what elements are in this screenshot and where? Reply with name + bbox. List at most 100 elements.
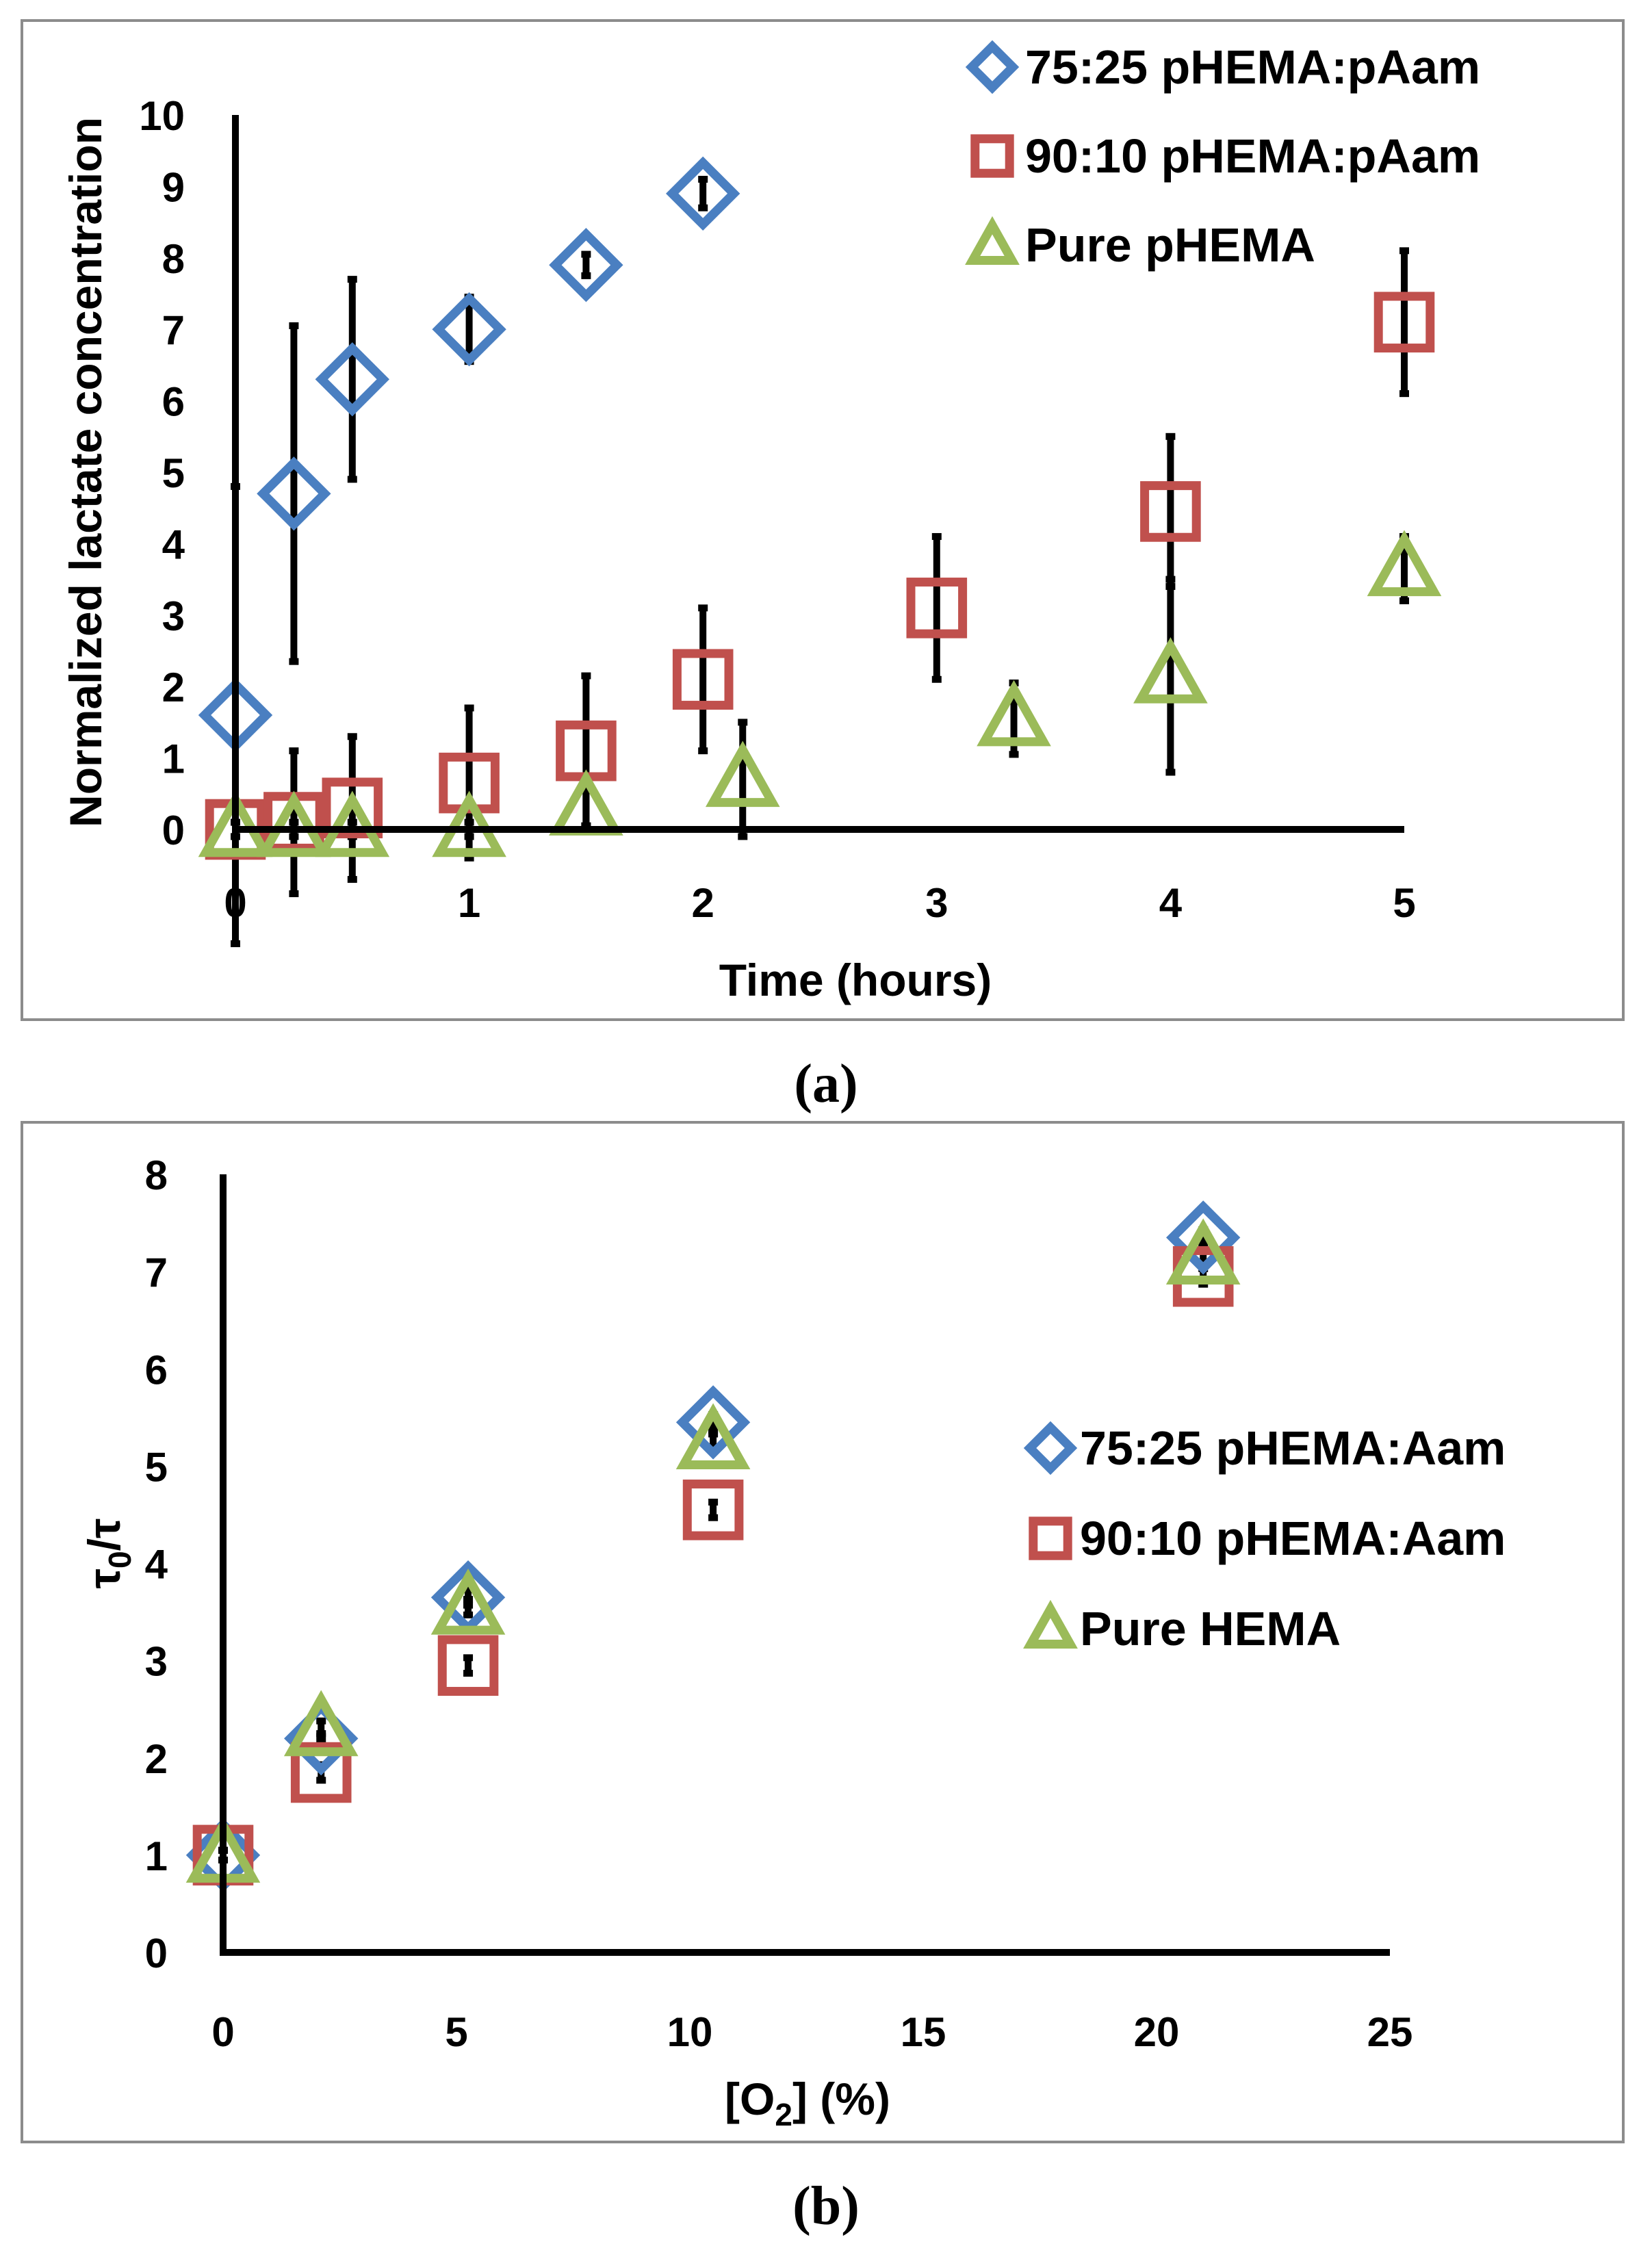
data-point-triangle [1133,637,1208,704]
x-tick-label: 15 [901,2009,946,2055]
error-bar [463,1654,474,1677]
y-tick-label: 1 [162,736,185,782]
x-tick-label: 4 [1159,880,1183,926]
error-bar [1165,433,1176,591]
error-bar [1165,576,1176,776]
x-tick-label: 20 [1134,2009,1180,2055]
legend-a-entry-1: 90:10 pHEMA:pAam [970,129,1480,183]
x-tick-label: 0 [211,2009,234,2055]
x-tick-label: 5 [1393,880,1415,926]
legend-b-label-0: 75:25 pHEMA:Aam [1080,1421,1506,1475]
panel-a-legend: 75:25 pHEMA:pAam 90:10 pHEMA:pAam Pure p… [965,40,1480,272]
data-point-triangle [283,1690,359,1757]
data-point-diamond [257,456,331,531]
legend-a-entry-2: Pure pHEMA [965,216,1315,272]
panel-b-y-title-main: τ [79,1569,129,1588]
y-tick-label: 1 [145,1833,168,1879]
legend-b-entry-0: 75:25 pHEMA:Aam [1023,1421,1506,1475]
x-tick-label: 5 [445,2009,467,2055]
panel-b-x-title-tail: ] (%) [792,2074,890,2124]
y-tick-label: 7 [162,307,185,353]
legend-triangle-marker [965,216,1020,265]
panel-b-legend: 75:25 pHEMA:Aam 90:10 pHEMA:Aam Pure HEM… [1023,1421,1506,1655]
y-tick-label: 10 [139,93,185,139]
legend-square-icon [1029,1516,1072,1560]
y-tick-label: 6 [162,379,185,425]
y-tick-label: 7 [145,1250,168,1295]
x-tick-label: 2 [692,880,714,926]
y-tick-label: 0 [162,808,185,853]
y-tick-label: 8 [145,1152,168,1198]
legend-triangle-icon [1023,1599,1078,1649]
data-point-diamond [549,228,623,302]
error-bar [347,276,357,483]
data-point-triangle [430,1568,506,1635]
legend-a-label-2: Pure pHEMA [1025,218,1315,272]
data-point-square [906,578,968,638]
data-point-triangle [705,740,780,808]
error-bar [581,250,591,279]
legend-square-icon [970,134,1014,178]
panel-b-x-axis-title: [O2] (%) [725,2074,890,2132]
legend-a-label-1: 90:10 pHEMA:pAam [1025,129,1480,183]
y-tick-label: 2 [145,1736,168,1782]
legend-b-label-1: 90:10 pHEMA:Aam [1080,1512,1506,1565]
error-bar [289,322,299,665]
panel-b-y-axis-title: τ0/τ [79,1519,138,1589]
data-point-diamond [315,342,389,417]
x-tick-label: 25 [1367,2009,1413,2055]
error-bar [1399,247,1409,398]
y-tick-label: 4 [145,1542,168,1588]
error-bar [581,786,591,829]
panel-b-tick-labels: 0 5 10 15 20 25 0 1 2 3 4 5 6 7 8 [145,1152,1413,2055]
data-point-square [437,1635,499,1696]
y-tick-label: 4 [162,521,185,567]
panel-b-axes [220,1174,1390,1956]
legend-b-label-2: Pure HEMA [1080,1602,1341,1655]
panel-a-axes [232,115,1404,833]
data-point-square [322,777,383,838]
legend-triangle-icon [965,216,1020,265]
error-bar [931,532,942,683]
panel-b-x-title-sub: 2 [775,2097,792,2132]
data-point-triangle [1165,1218,1241,1285]
panel-b-y-title-tail: /τ [79,1519,129,1551]
y-tick-label: 5 [162,450,185,496]
legend-diamond-icon [1023,1421,1078,1475]
x-tick-label: 10 [667,2009,713,2055]
panel-a-y-axis-title: Normalized lactate concentration [60,117,111,827]
panel-b-x-title-main: [O [725,2074,775,2124]
panel-a-caption: (a) [794,1054,857,1114]
y-tick-label: 9 [162,164,185,210]
error-bar [698,175,708,211]
legend-diamond-marker [965,40,1020,94]
x-tick-label: 1 [458,880,480,926]
legend-square-marker [970,134,1014,178]
data-point-diamond [432,292,506,367]
legend-a-label-0: 75:25 pHEMA:pAam [1025,40,1480,94]
data-point-triangle [977,680,1051,747]
data-point-square [672,649,734,710]
y-tick-label: 0 [145,1931,168,1976]
panel-a-caption-letter: a [812,1054,840,1114]
y-tick-label: 3 [162,593,185,639]
legend-triangle-marker [1023,1599,1078,1649]
legend-a-entry-0: 75:25 pHEMA:pAam [965,40,1480,94]
legend-b-entry-1: 90:10 pHEMA:Aam [1029,1512,1506,1565]
data-point-diamond [666,156,740,231]
x-tick-label: 3 [925,880,948,926]
y-tick-label: 6 [145,1347,168,1393]
panel-b-caption-letter: b [811,2176,842,2236]
x-tick-label: 0 [224,880,246,926]
data-point-square [1140,481,1201,542]
error-bar [738,719,748,840]
legend-diamond-icon [965,40,1020,94]
panel-b-y-title-sub: 0 [102,1551,138,1569]
panel-a-x-axis-title: Time (hours) [719,955,992,1005]
error-bar [463,1596,474,1618]
y-tick-label: 2 [162,664,185,710]
panel-a: 0 1 2 3 4 5 0 1 2 3 4 5 6 7 8 9 10 Time (hours) Normaliz… [21,19,1625,1114]
y-tick-label: 5 [145,1444,168,1490]
